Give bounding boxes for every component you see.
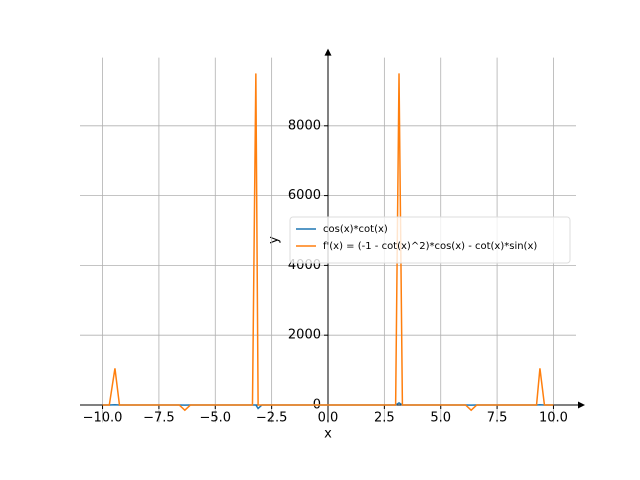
x-tick-label: −10.0 <box>83 410 123 425</box>
legend-box <box>289 216 571 264</box>
x-tick-label: −5.0 <box>199 410 231 425</box>
legend: cos(x)*cot(x) f'(x) = (-1 - cot(x)^2)*cos… <box>289 216 571 264</box>
x-tick-label: 5.0 <box>430 410 451 425</box>
x-tick-label: 2.5 <box>374 410 395 425</box>
x-axis-label: x <box>324 427 332 442</box>
y-tick-label: 6000 <box>288 188 321 203</box>
x-tick-label: −7.5 <box>143 410 175 425</box>
x-tick-label: 7.5 <box>487 410 508 425</box>
series-line <box>102 73 554 412</box>
legend-label: f'(x) = (-1 - cot(x)^2)*cos(x) - cot(x)*… <box>323 241 537 252</box>
y-axis-label: y <box>267 236 282 244</box>
y-tick-label: 8000 <box>288 118 321 133</box>
x-tick-label: −2.5 <box>256 410 288 425</box>
y-tick-label: 2000 <box>288 328 321 343</box>
legend-label: cos(x)*cot(x) <box>323 224 388 235</box>
x-tick-label: 10.0 <box>539 410 568 425</box>
y-axis-arrow <box>324 48 332 56</box>
x-axis-arrow <box>578 401 585 409</box>
